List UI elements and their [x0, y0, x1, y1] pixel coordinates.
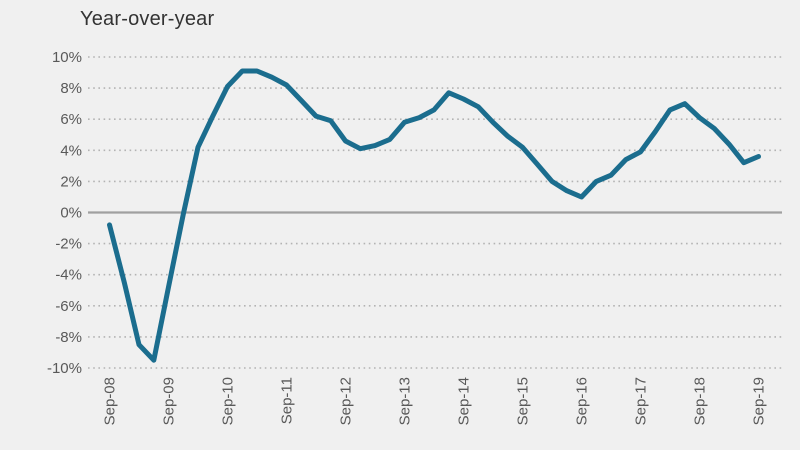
y-axis-tick-label: -4% [55, 267, 82, 284]
x-axis-tick-label: Sep-15 [515, 377, 532, 425]
y-axis-tick-label: 6% [60, 111, 82, 128]
y-axis-tick-label: 10% [52, 49, 82, 66]
y-axis-tick-label: 8% [60, 80, 82, 97]
x-axis-tick-label: Sep-08 [102, 377, 119, 425]
y-axis-tick-label: 0% [60, 205, 82, 222]
y-axis-tick-label: -8% [55, 329, 82, 346]
x-axis-tick-label: Sep-14 [456, 377, 473, 425]
x-axis-tick-label: Sep-11 [279, 377, 296, 424]
y-axis-tick-label: -2% [55, 236, 82, 253]
y-axis-tick-label: -6% [55, 298, 82, 315]
x-axis-tick-label: Sep-19 [751, 377, 768, 425]
x-axis-tick-label: Sep-18 [692, 377, 709, 425]
x-axis-tick-label: Sep-17 [633, 377, 650, 425]
x-axis-tick-label: Sep-16 [574, 377, 591, 425]
data-series-line [107, 68, 761, 363]
y-axis-tick-label: -10% [47, 360, 82, 377]
chart-title: Year-over-year [80, 8, 215, 30]
y-axis-tick-label: 2% [60, 173, 82, 190]
x-axis-tick-label: Sep-12 [338, 377, 355, 425]
y-axis-tick-label: 4% [60, 142, 82, 159]
x-axis-tick-label: Sep-10 [220, 377, 237, 425]
x-axis-tick-label: Sep-09 [161, 377, 178, 425]
x-axis-tick-label: Sep-13 [397, 377, 414, 425]
